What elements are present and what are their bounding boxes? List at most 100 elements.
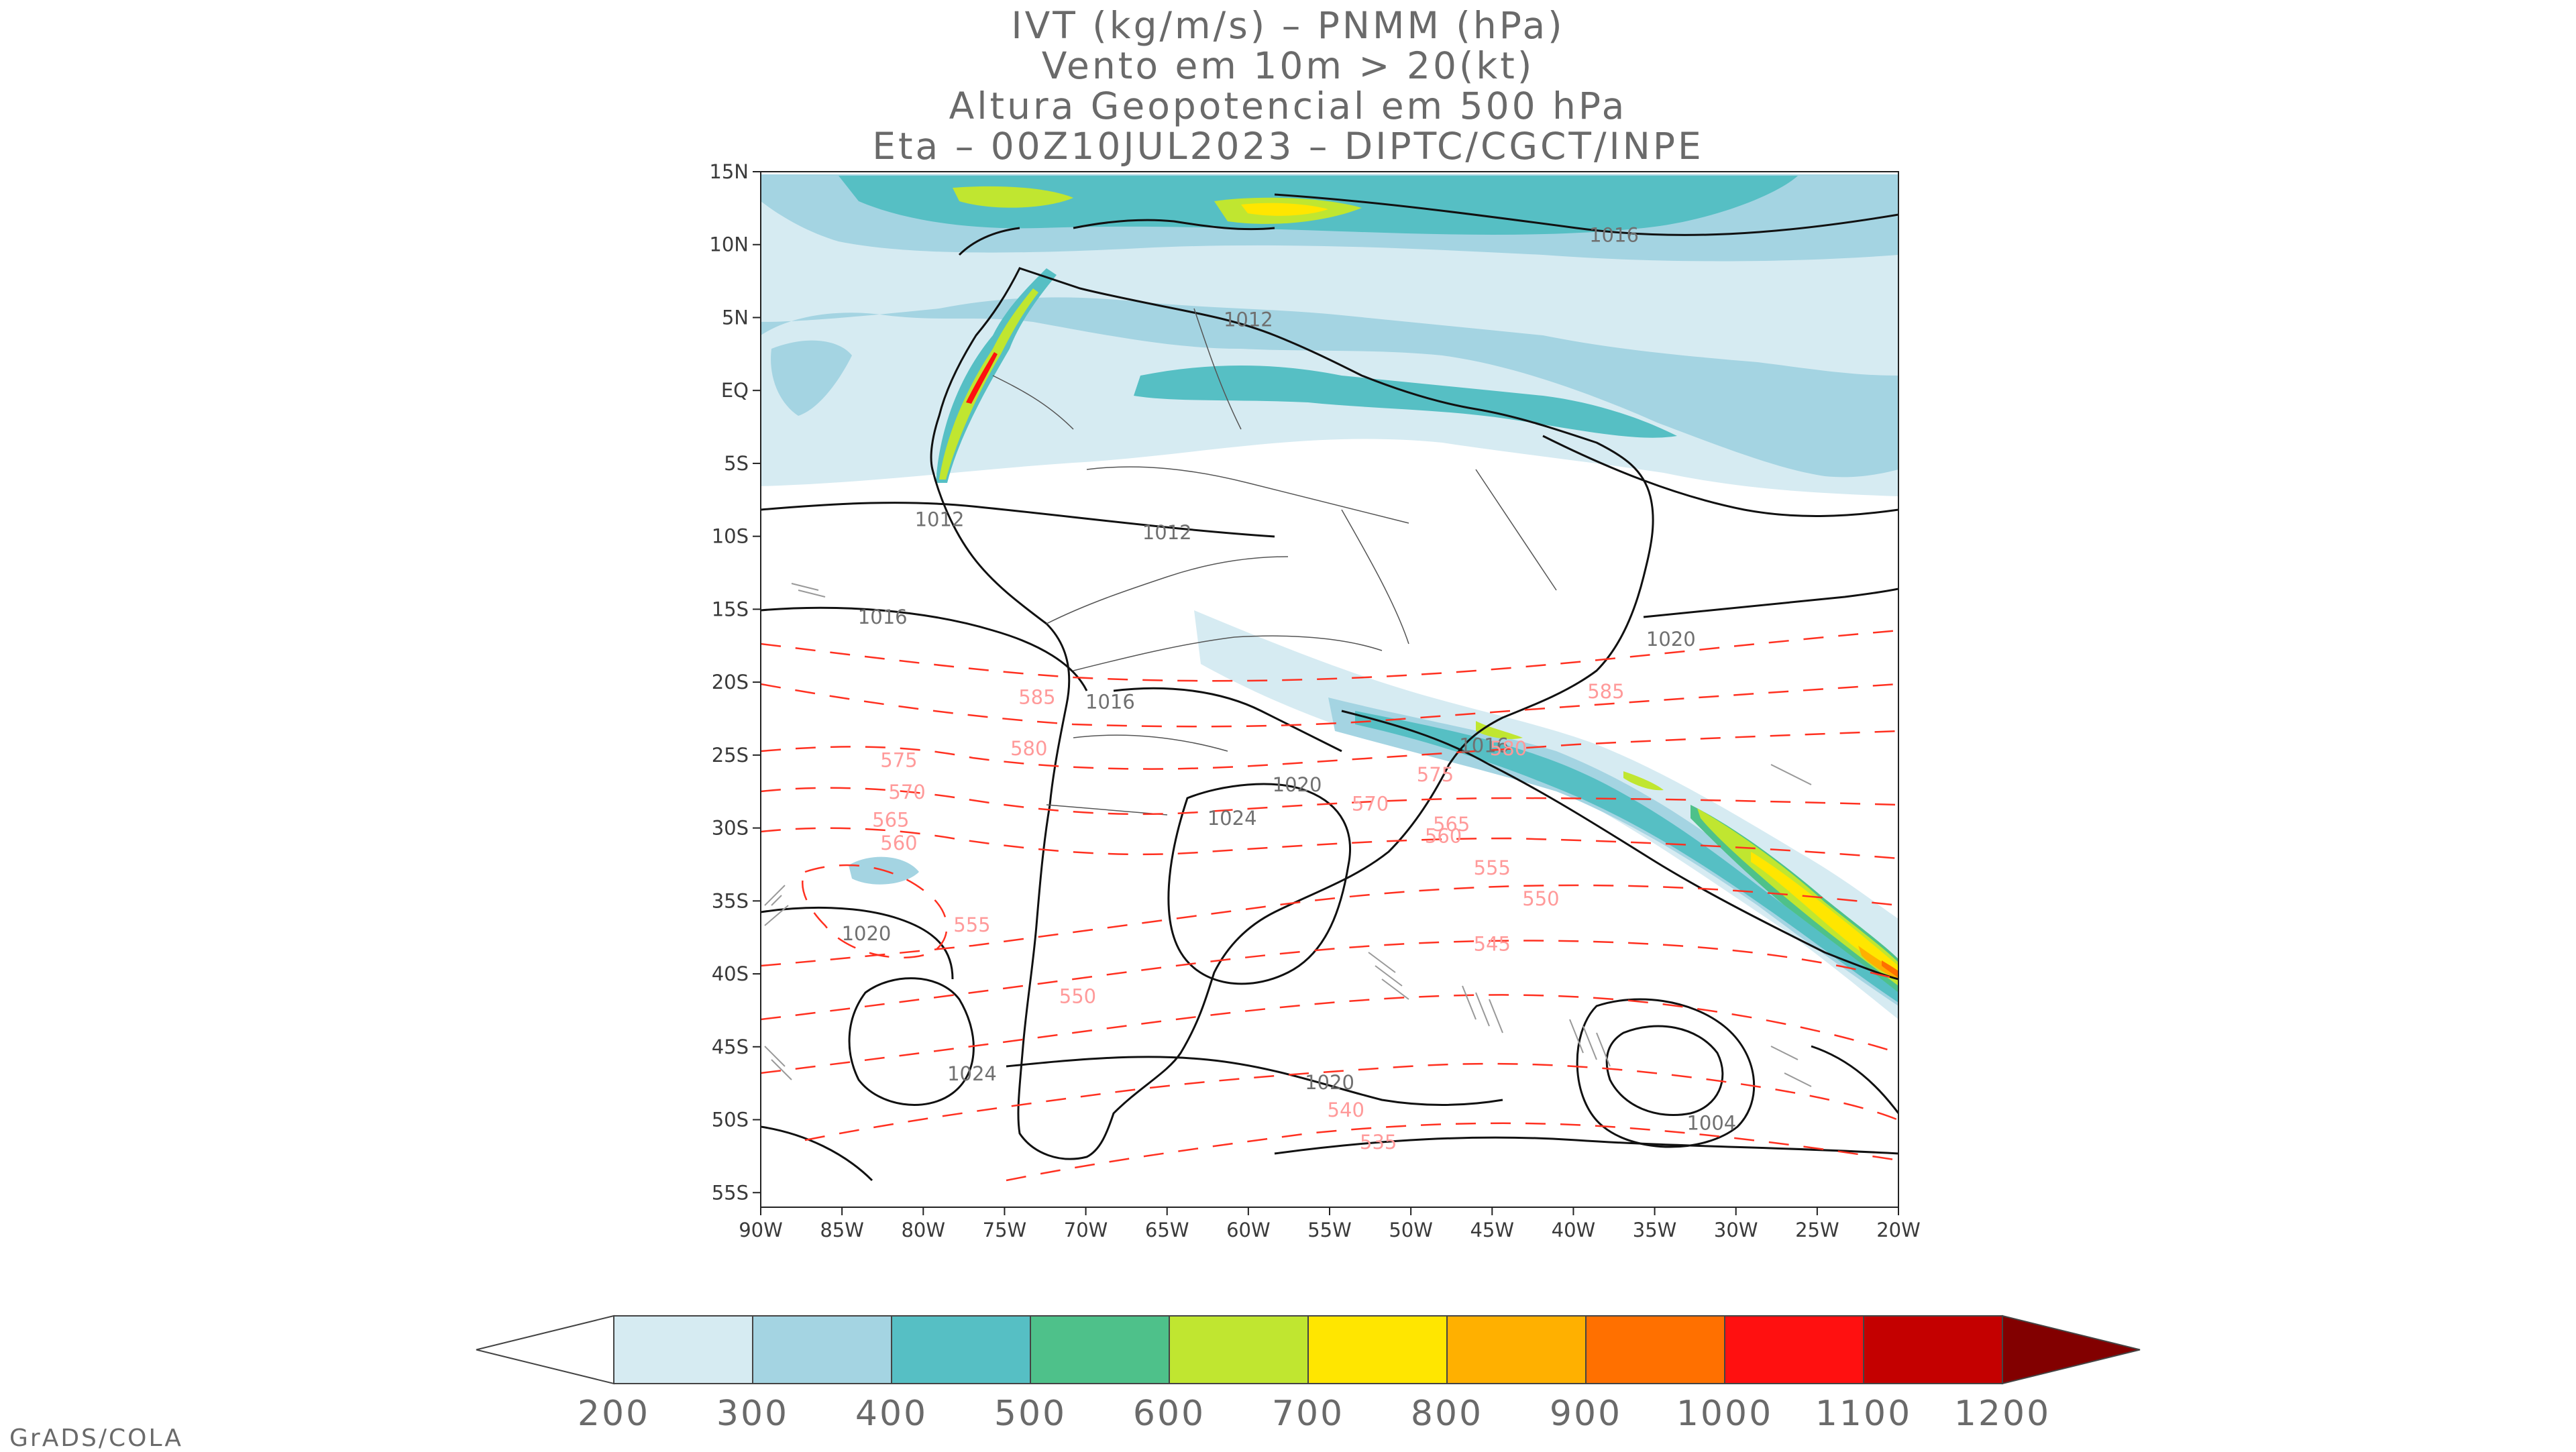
height-contour-label: 585 xyxy=(1018,686,1055,709)
pressure-contour-label: 1012 xyxy=(915,508,965,530)
colorbar-swatch xyxy=(1169,1315,1309,1384)
colorbar-label: 900 xyxy=(1550,1394,1622,1434)
lat-tick-label: 20S xyxy=(712,671,749,693)
colorbar-swatch xyxy=(1446,1315,1587,1384)
colorbar-swatch xyxy=(1030,1315,1170,1384)
colorbar-label: 1000 xyxy=(1676,1394,1773,1434)
colorbar-swatch xyxy=(613,1315,753,1384)
colorbar-swatch xyxy=(891,1315,1031,1384)
height-contour-label: 580 xyxy=(1010,737,1047,760)
colorbar-over-arrow xyxy=(2002,1315,2141,1385)
height-contour-label: 580 xyxy=(1490,737,1527,760)
coastlines xyxy=(930,219,1654,1160)
colorbar-under-arrow xyxy=(476,1315,614,1385)
lat-tick-label: 15N xyxy=(709,160,749,183)
height-contour-label: 575 xyxy=(1417,763,1454,786)
height-contour-label: 570 xyxy=(888,781,925,803)
pressure-contour-label: 1020 xyxy=(842,922,892,945)
pressure-contour-label: 1016 xyxy=(1589,223,1639,246)
colorbar-swatch xyxy=(1585,1315,1725,1384)
height-contour-label: 535 xyxy=(1360,1131,1397,1154)
pressure-contours xyxy=(761,193,1898,1182)
pressure-contour-label: 1016 xyxy=(1085,690,1135,713)
colorbar-label: 400 xyxy=(855,1394,928,1434)
lat-axis: 15N 10N 5N EQ 5S 10S 15S 20S 25S 30S 35S 40S 45S 50S 5… xyxy=(709,160,761,1204)
lon-tick-label: 70W xyxy=(1064,1219,1108,1241)
height-contour-label: 565 xyxy=(872,808,909,831)
pressure-contour-label: 1004 xyxy=(1686,1112,1736,1135)
pressure-labels: 1016 1012 1012 1012 1016 1016 1016 1020 1020 1024… xyxy=(842,223,1737,1134)
height-contour-label: 560 xyxy=(880,832,917,854)
pressure-contour-label: 1024 xyxy=(947,1062,997,1085)
lon-tick-label: 90W xyxy=(739,1219,783,1241)
lat-tick-label: 35S xyxy=(712,889,749,912)
colorbar: 200 300 400 500 600 700 800 900 1000 1100 1200 xyxy=(476,1315,2141,1434)
height-contour-label: 550 xyxy=(1522,887,1559,910)
colorbar-label: 800 xyxy=(1411,1394,1483,1434)
country-borders xyxy=(992,308,1557,816)
lat-tick-label: 10N xyxy=(709,233,749,256)
chart-title: IVT (kg/m/s) – PNMM (hPa) Vento em 10m >… xyxy=(0,5,2576,166)
height-contour-label: 575 xyxy=(880,748,917,771)
colorbar-label: 600 xyxy=(1133,1394,1205,1434)
height-contours xyxy=(761,629,1898,1182)
height-contour-label: 570 xyxy=(1352,792,1389,815)
lon-tick-label: 75W xyxy=(983,1219,1027,1241)
colorbar-label: 700 xyxy=(1272,1394,1344,1434)
height-contour-label: 545 xyxy=(1474,932,1511,955)
colorbar-swatch xyxy=(1307,1315,1448,1384)
colorbar-label: 500 xyxy=(994,1394,1067,1434)
lat-tick-label: 30S xyxy=(712,817,749,840)
lat-tick-label: 40S xyxy=(712,962,749,985)
lon-tick-label: 85W xyxy=(820,1219,864,1241)
height-contour-label: 540 xyxy=(1328,1099,1364,1121)
ivt-atmospheric-river xyxy=(849,610,1898,1019)
credit-label: GrADS/COLA xyxy=(9,1425,184,1452)
colorbar-label: 1200 xyxy=(1954,1394,2051,1434)
lat-tick-label: 55S xyxy=(712,1181,749,1204)
lon-tick-label: 45W xyxy=(1470,1219,1514,1241)
colorbar-swatch xyxy=(1724,1315,1864,1384)
pressure-contour-label: 1020 xyxy=(1646,628,1696,651)
colorbar-label: 300 xyxy=(716,1394,789,1434)
lat-tick-label: 25S xyxy=(712,744,749,767)
pressure-contour-label: 1024 xyxy=(1208,807,1257,830)
lon-tick-label: 55W xyxy=(1307,1219,1352,1241)
title-line-2: Vento em 10m > 20(kt) xyxy=(1041,44,1535,87)
ivt-north-band xyxy=(761,174,1898,496)
height-contour-label: 585 xyxy=(1587,680,1624,703)
lat-tick-label: 50S xyxy=(712,1109,749,1131)
height-contour-label: 555 xyxy=(953,913,990,936)
lon-tick-label: 60W xyxy=(1226,1219,1271,1241)
lon-tick-label: 65W xyxy=(1145,1219,1189,1241)
pressure-contour-label: 1020 xyxy=(1273,773,1322,796)
lon-axis: 90W 85W 80W 75W 70W 65W 60W 55W 50W 45W 40W 35W 30W 2… xyxy=(739,1207,1921,1241)
map-content: 1016 1012 1012 1012 1016 1016 1016 1020 1020 1024… xyxy=(761,174,1898,1182)
lon-tick-label: 80W xyxy=(901,1219,945,1241)
lon-tick-label: 50W xyxy=(1389,1219,1433,1241)
pressure-contour-label: 1012 xyxy=(1142,521,1192,544)
pressure-contour-label: 1016 xyxy=(1459,734,1509,757)
lon-tick-label: 20W xyxy=(1876,1219,1921,1241)
colorbar-swatch xyxy=(752,1315,892,1384)
colorbar-label: 1100 xyxy=(1815,1394,1912,1434)
height-contour-label: 560 xyxy=(1425,824,1462,847)
colorbar-label: 200 xyxy=(578,1394,650,1434)
lat-tick-label: EQ xyxy=(721,379,749,402)
lat-tick-label: 15S xyxy=(712,598,749,620)
title-line-4: Eta – 00Z10JUL2023 – DIPTC/CGCT/INPE xyxy=(872,125,1704,168)
lat-tick-label: 45S xyxy=(712,1036,749,1058)
lon-tick-label: 40W xyxy=(1552,1219,1596,1241)
height-contour-label: 565 xyxy=(1433,813,1470,836)
lat-tick-label: 5N xyxy=(722,306,749,329)
wind-barbs xyxy=(764,583,1812,1087)
pressure-contour-label: 1016 xyxy=(858,606,908,628)
lon-tick-label: 35W xyxy=(1633,1219,1677,1241)
lat-tick-label: 10S xyxy=(712,525,749,548)
pressure-contour-label: 1020 xyxy=(1305,1071,1354,1094)
lon-tick-label: 30W xyxy=(1714,1219,1758,1241)
title-line-3: Altura Geopotencial em 500 hPa xyxy=(949,85,1627,127)
lat-tick-label: 5S xyxy=(724,452,749,475)
lon-tick-label: 25W xyxy=(1795,1219,1839,1241)
